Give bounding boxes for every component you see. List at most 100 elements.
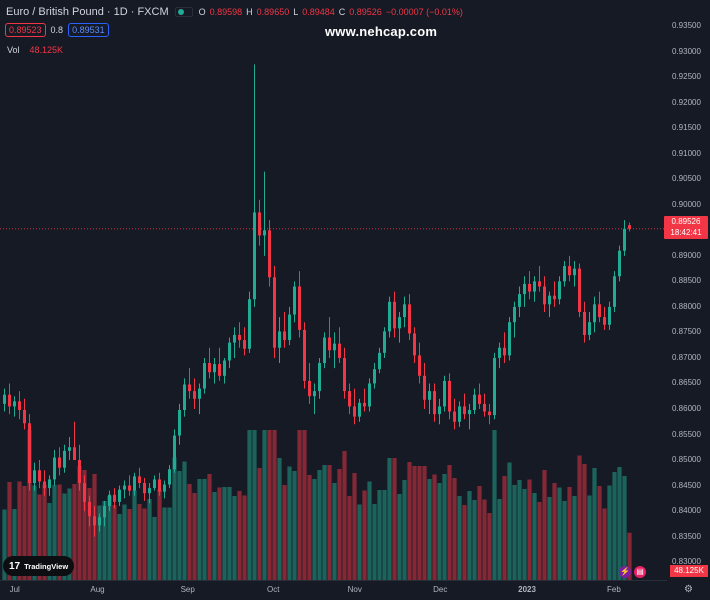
candle-body bbox=[188, 384, 191, 392]
volume-bar bbox=[7, 482, 12, 580]
candle-body bbox=[443, 380, 446, 407]
candle bbox=[508, 317, 511, 361]
candle-body bbox=[53, 457, 56, 480]
candle bbox=[138, 467, 141, 489]
candle bbox=[163, 480, 166, 499]
candle-body bbox=[463, 406, 466, 415]
price-tick-label: 0.85500 bbox=[672, 429, 701, 439]
candle bbox=[488, 403, 491, 425]
candle bbox=[608, 301, 611, 330]
time-tick-label: Aug bbox=[90, 585, 105, 594]
candle-body bbox=[13, 401, 16, 407]
volume-bar bbox=[147, 499, 152, 580]
volume-legend[interactable]: Vol 48.125K bbox=[7, 45, 63, 55]
candle-body bbox=[48, 479, 51, 489]
volume-bar bbox=[2, 509, 7, 580]
gear-icon[interactable]: ⚙ bbox=[684, 584, 693, 595]
bar-countdown: 18:42:41 bbox=[670, 228, 702, 237]
candle bbox=[93, 505, 96, 537]
candle bbox=[478, 383, 481, 409]
volume-bar bbox=[482, 499, 487, 580]
buy-button[interactable]: 0.89531 bbox=[68, 23, 109, 37]
candle bbox=[253, 64, 256, 307]
volume-bar bbox=[282, 485, 287, 580]
candle bbox=[433, 383, 436, 422]
candle-body bbox=[263, 230, 266, 236]
candle bbox=[193, 378, 196, 409]
volume-bar bbox=[292, 471, 297, 580]
candle-body bbox=[148, 488, 151, 494]
symbol-title[interactable]: Euro / British Pound · 1D · FXCM bbox=[6, 6, 169, 18]
flash-icon[interactable]: ⚡ bbox=[619, 566, 631, 578]
candle-body bbox=[58, 457, 61, 468]
candle bbox=[83, 475, 86, 512]
candle-body bbox=[118, 489, 121, 502]
time-tick-label: 2023 bbox=[518, 585, 536, 594]
candle bbox=[58, 447, 61, 476]
candle bbox=[303, 322, 306, 389]
change-value: −0.00007 (−0.01%) bbox=[385, 7, 463, 17]
candle bbox=[98, 513, 101, 532]
volume-bar bbox=[357, 504, 362, 580]
volume-bar bbox=[597, 486, 602, 580]
volume-bar bbox=[117, 514, 122, 580]
volume-bar bbox=[312, 479, 317, 580]
volume-bar bbox=[497, 499, 502, 580]
volume-bar bbox=[612, 472, 617, 580]
sell-button[interactable]: 0.89523 bbox=[5, 23, 46, 37]
candle-body bbox=[628, 225, 631, 229]
candle bbox=[448, 373, 451, 420]
candle-body bbox=[538, 281, 541, 287]
time-tick-label: Jul bbox=[9, 585, 20, 594]
market-status-toggle-icon[interactable] bbox=[174, 7, 193, 17]
candle-body bbox=[403, 304, 406, 318]
volume-bar bbox=[177, 471, 182, 580]
candle bbox=[393, 291, 396, 338]
price-tick-label: 0.88000 bbox=[672, 301, 701, 311]
candle bbox=[233, 327, 236, 358]
candle-body bbox=[573, 268, 576, 276]
candle bbox=[523, 276, 526, 307]
volume-bar bbox=[342, 451, 347, 580]
candle-body bbox=[333, 343, 336, 351]
candle-body bbox=[158, 479, 161, 492]
volume-bar bbox=[392, 458, 397, 580]
candle bbox=[178, 403, 181, 445]
volume-bar bbox=[187, 484, 192, 580]
volume-bar bbox=[182, 461, 187, 580]
candle bbox=[328, 317, 331, 358]
candle-body bbox=[308, 380, 311, 397]
candle-body bbox=[568, 266, 571, 276]
candle bbox=[73, 421, 76, 461]
high-value: 0.89650 bbox=[256, 7, 290, 17]
volume-bar bbox=[352, 473, 357, 580]
tradingview-logo[interactable]: 17 TradingView bbox=[3, 556, 74, 576]
time-axis-divider bbox=[0, 580, 667, 581]
candle-body bbox=[133, 476, 136, 491]
volume-bar bbox=[587, 495, 592, 580]
volume-bar bbox=[517, 480, 522, 580]
candle-body bbox=[588, 322, 591, 335]
candle-body bbox=[23, 410, 26, 424]
candle-body bbox=[313, 391, 316, 397]
candle-body bbox=[383, 331, 386, 353]
candle bbox=[153, 475, 156, 491]
news-icon[interactable]: ▤ bbox=[634, 566, 646, 578]
candle bbox=[403, 296, 406, 328]
candle bbox=[258, 199, 261, 246]
candle bbox=[363, 388, 366, 412]
volume-bar bbox=[57, 484, 62, 580]
candle-body bbox=[183, 384, 186, 411]
candle-body bbox=[453, 411, 456, 422]
candle bbox=[468, 403, 471, 430]
volume-bar bbox=[442, 474, 447, 580]
candle-body bbox=[93, 516, 96, 526]
candle-body bbox=[448, 380, 451, 412]
candle bbox=[493, 352, 496, 420]
price-tick-label: 0.84500 bbox=[672, 480, 701, 490]
candle-body bbox=[298, 286, 301, 330]
volume-bar bbox=[217, 487, 222, 580]
candle-body bbox=[293, 286, 296, 315]
tradingview-mark-icon: 17 bbox=[9, 560, 21, 572]
